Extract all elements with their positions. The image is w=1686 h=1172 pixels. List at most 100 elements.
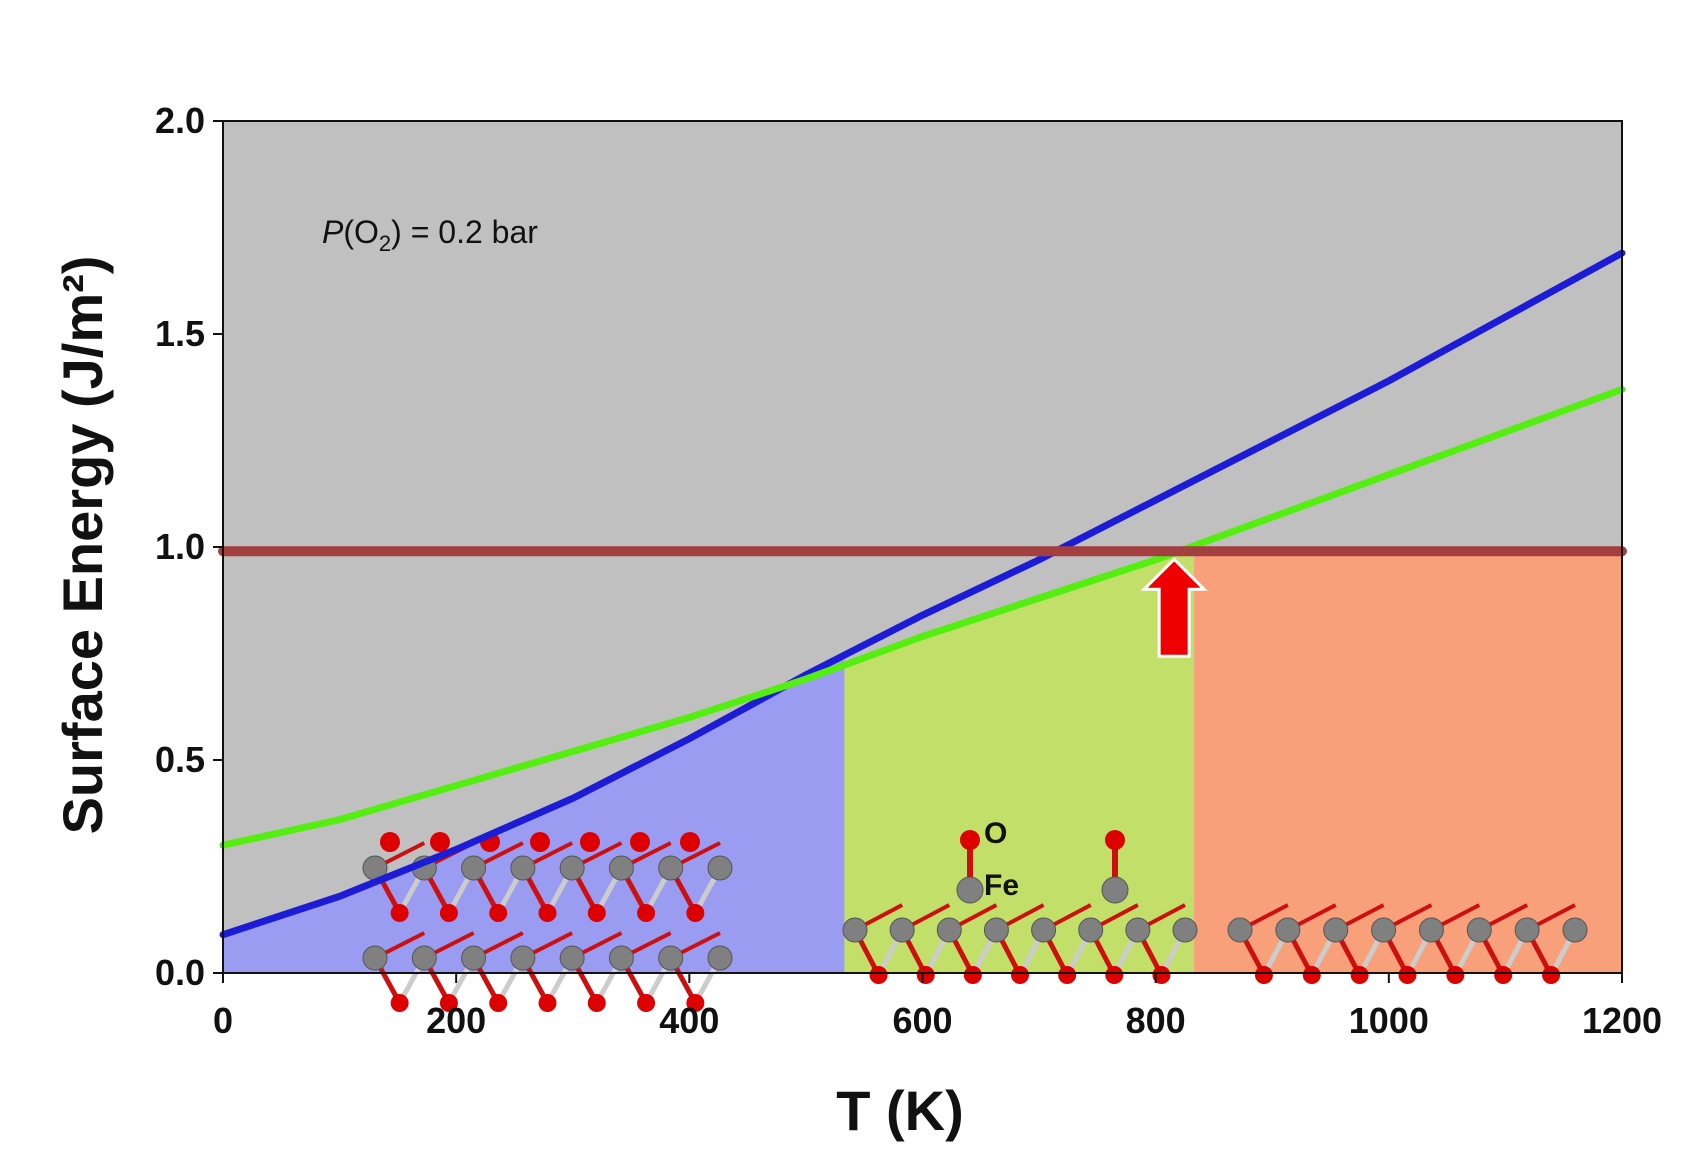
iron-atom [559,945,585,971]
y-tick-label: 1.5 [155,313,205,354]
iron-atom [1275,917,1301,943]
atom-label-oxygen: O [984,817,1007,850]
pressure-symbol: P [322,214,344,250]
pressure-subscript: 2 [379,231,391,256]
structure-orange-slab [1227,903,1588,984]
phase-regions [223,545,1622,973]
oxygen-atom [587,994,606,1012]
oxygen-atom [1152,966,1171,984]
iron-atom [1562,917,1588,943]
atomic-structures [362,830,1588,1012]
series-lines [218,249,1627,939]
oxygen-atom [530,832,550,852]
iron-atom [608,855,634,881]
y-axis-title: Surface Energy (J/m²) [51,256,114,835]
iron-atom [1514,917,1540,943]
axis-labels: T (K) Surface Energy (J/m²) P(O2) = 0.2 … [51,214,1019,1142]
oxygen-atom [1105,830,1125,850]
oxygen-atom [869,966,888,984]
x-tick-label: 800 [1126,1000,1186,1041]
oxygen-atom [916,966,935,984]
iron-atom [510,945,536,971]
y-tick-label: 0.0 [155,952,205,993]
oxygen-atom [960,830,980,850]
iron-atom [889,917,915,943]
iron-atom [362,945,388,971]
iron-atom [1323,917,1349,943]
oxygen-atom [1446,966,1465,984]
region-green-phase [844,545,1195,973]
atom-label-iron: Fe [984,869,1019,902]
oxygen-atom [538,994,557,1012]
oxygen-atom [489,994,508,1012]
oxygen-atom [538,904,557,922]
oxygen-atom [637,994,656,1012]
structure-blue [380,832,700,852]
iron-atom [1418,917,1444,943]
region-blue-phase [223,655,845,973]
iron-atom [936,917,962,943]
iron-atom [1078,917,1104,943]
oxygen-atom [1542,966,1561,984]
oxygen-atom [489,904,508,922]
oxygen-atom [1350,966,1369,984]
x-tick-label: 1000 [1349,1000,1429,1041]
oxygen-atom [580,832,600,852]
iron-atom [658,945,684,971]
y-tick-label: 0.5 [155,739,205,780]
iron-atom [510,855,536,881]
iron-atom [559,855,585,881]
structure-green-slab [842,830,1198,984]
pressure-open: (O [343,214,379,250]
transition-arrow [1140,557,1208,658]
x-tick-label: 600 [892,1000,952,1041]
structure-blue-slab [362,841,733,1012]
oxygen-atom [686,904,705,922]
pressure-annotation: P(O2) = 0.2 bar [322,214,538,256]
oxygen-atom [1058,966,1077,984]
iron-atom [1101,876,1129,904]
axes: 0 200 400 600 800 1000 1200 0.0 0.5 1.0 1.5 2.0 [155,100,1662,1041]
series-blue-surface [219,249,1626,939]
iron-atom [842,917,868,943]
iron-atom [1371,917,1397,943]
oxygen-atom [390,994,409,1012]
iron-atom [1466,917,1492,943]
oxygen-atom [1494,966,1513,984]
oxygen-atom [439,994,458,1012]
x-tick-label: 400 [659,1000,719,1041]
x-tick-label: 200 [426,1000,486,1041]
y-tick-label: 2.0 [155,100,205,141]
y-tick-label: 1.0 [155,526,205,567]
iron-atom [983,917,1009,943]
iron-atom [608,945,634,971]
iron-atom [1172,917,1198,943]
oxygen-atom [686,994,705,1012]
x-tick-label: 0 [213,1000,233,1041]
x-tick-label: 1200 [1582,1000,1662,1041]
oxygen-atom [1398,966,1417,984]
oxygen-atom [587,904,606,922]
iron-atom [658,855,684,881]
iron-atom [1031,917,1057,943]
oxygen-atom [430,832,450,852]
oxygen-atom [1011,966,1029,984]
oxygen-atom [1105,966,1124,984]
oxygen-atom [390,904,409,922]
pressure-rest: ) = 0.2 bar [391,214,538,250]
iron-atom [707,855,733,881]
iron-atom [461,855,487,881]
oxygen-atom [380,832,400,852]
oxygen-atom [1254,966,1273,984]
iron-atom [1125,917,1151,943]
iron-atom [411,945,437,971]
iron-atom [707,945,733,971]
iron-atom [461,945,487,971]
oxygen-atom [637,904,656,922]
x-axis-title: T (K) [836,1079,964,1142]
oxygen-atom [1302,966,1321,984]
oxygen-atom [963,966,982,984]
region-orange-phase [1194,551,1622,973]
series-green-surface [219,385,1626,849]
iron-atom [956,876,984,904]
